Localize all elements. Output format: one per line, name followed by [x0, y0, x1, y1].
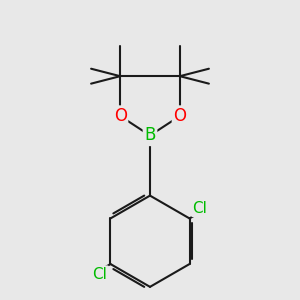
Text: O: O	[173, 107, 186, 125]
Text: Cl: Cl	[92, 267, 107, 282]
Text: O: O	[114, 107, 127, 125]
Text: Cl: Cl	[193, 201, 208, 216]
Text: B: B	[144, 127, 156, 145]
